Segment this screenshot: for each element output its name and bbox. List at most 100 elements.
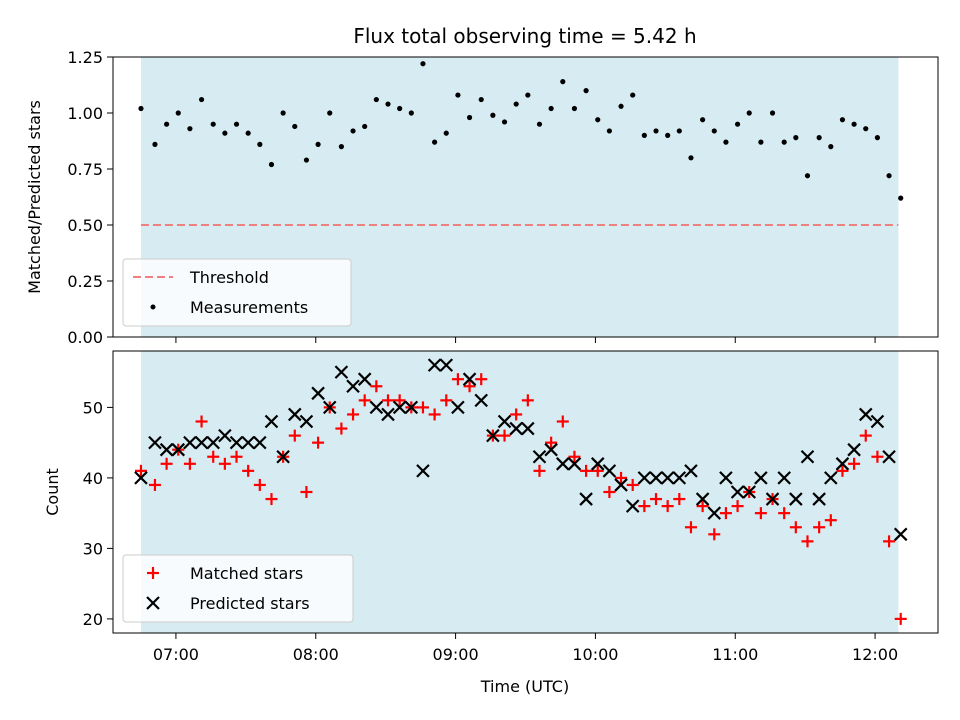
measurement-point [769,110,776,116]
matched-star-point [556,415,569,428]
matched-star-point [370,380,383,393]
matched-star-point [428,408,441,421]
matched-star-point [393,394,406,407]
predicted-star-point [427,358,442,372]
measurement-point [595,117,601,123]
measurement-point [560,79,566,85]
matched-star-point [358,394,371,407]
matched-star-point [894,612,907,625]
predicted-star-point [521,421,535,436]
predicted-star-point [625,499,640,513]
predicted-stars-points [134,358,908,542]
legend-matched-swatch [147,567,159,579]
matched-star-point [382,394,394,407]
matched-star-point [650,493,663,506]
matched-star-point [778,507,791,520]
y-tick-label: 1.25 [67,48,103,67]
measurement-point [338,144,344,150]
predicted-star-point [392,400,407,415]
predicted-star-point [719,471,733,485]
predicted-star-point [765,492,780,506]
measurement-point [373,96,379,103]
x-tick-label: 11:00 [712,645,758,664]
x-tick-label: 10:00 [572,645,618,664]
measurement-point [257,141,263,147]
predicted-star-point [742,485,757,499]
measurement-point [746,110,752,116]
measurement-point [187,126,193,132]
legend-threshold-label: Threshold [189,268,269,287]
measurement-point [490,112,496,118]
measurement-point [606,128,612,134]
matched-star-point [754,507,767,520]
predicted-star-point [824,471,838,485]
measurement-point [630,92,636,98]
matched-star-point [134,464,147,477]
measurement-point [711,128,717,134]
predicted-star-point [381,407,395,422]
x-tick-label: 09:00 [433,645,479,664]
matched-star-point [521,394,534,407]
legend-measurements-swatch [150,304,156,310]
matched-star-point [451,373,464,386]
predicted-star-point [264,414,279,429]
matched-star-point [568,450,581,463]
measurement-point [350,128,356,134]
predicted-star-point [649,471,663,485]
predicted-star-point [322,400,337,415]
measurement-point [874,135,881,141]
y-tick-label: 40 [83,469,103,488]
matched-star-point [218,457,231,470]
predicted-star-point [812,492,826,506]
measurement-point [618,103,624,109]
matched-star-point [603,486,616,498]
measurement-point [233,121,240,127]
matched-star-point [673,493,686,506]
matched-star-point [230,450,243,463]
measurement-point [816,135,822,141]
measurement-point [653,128,659,134]
predicted-star-point [637,471,652,485]
measurement-point [280,110,286,116]
predicted-star-point [695,492,710,506]
predicted-star-point [893,527,908,542]
y-tick-label: 1.00 [67,104,103,123]
bottom-legend-box [122,554,354,623]
measurement-point [420,61,426,67]
predicted-star-point [579,492,593,506]
measurement-point [583,88,589,94]
bottom-y-ticks: 20 30 40 50 [83,398,113,629]
y-tick-label: 0.25 [67,272,103,291]
matched-star-point [253,478,266,491]
chart-title: Flux total observing time = 5.42 h [353,24,696,48]
matched-star-point [416,401,429,414]
measurement-point [327,110,333,116]
measurement-point [315,141,321,147]
bottom-plot-frame [112,350,939,634]
predicted-star-point [206,435,220,450]
matched-star-point [510,408,523,421]
matched-star-point [626,478,639,491]
predicted-star-point [509,421,523,436]
matched-star-point [148,478,161,491]
predicted-star-point [404,400,419,415]
predicted-star-point [311,386,325,401]
bottom-x-ticks: 07:00 08:00 09:00 10:00 11:00 12:00 [153,633,898,664]
matched-star-point [265,493,278,506]
measurement-point [501,119,508,125]
predicted-star-point [497,414,512,429]
measurement-point [688,155,694,161]
bottom-y-axis-label: Count [43,468,62,516]
predicted-star-point [870,414,885,429]
measurement-point [385,101,391,107]
matched-star-point [545,436,558,449]
ratio-panel: Flux total observing time = 5.42 h 0.000… [25,24,939,347]
measurement-point [793,135,799,141]
measurement-point [455,92,461,98]
matched-star-point [580,464,593,477]
matched-star-point [300,486,313,498]
measurement-point [513,101,519,107]
measurement-point [863,126,869,132]
predicted-star-point [288,407,302,422]
